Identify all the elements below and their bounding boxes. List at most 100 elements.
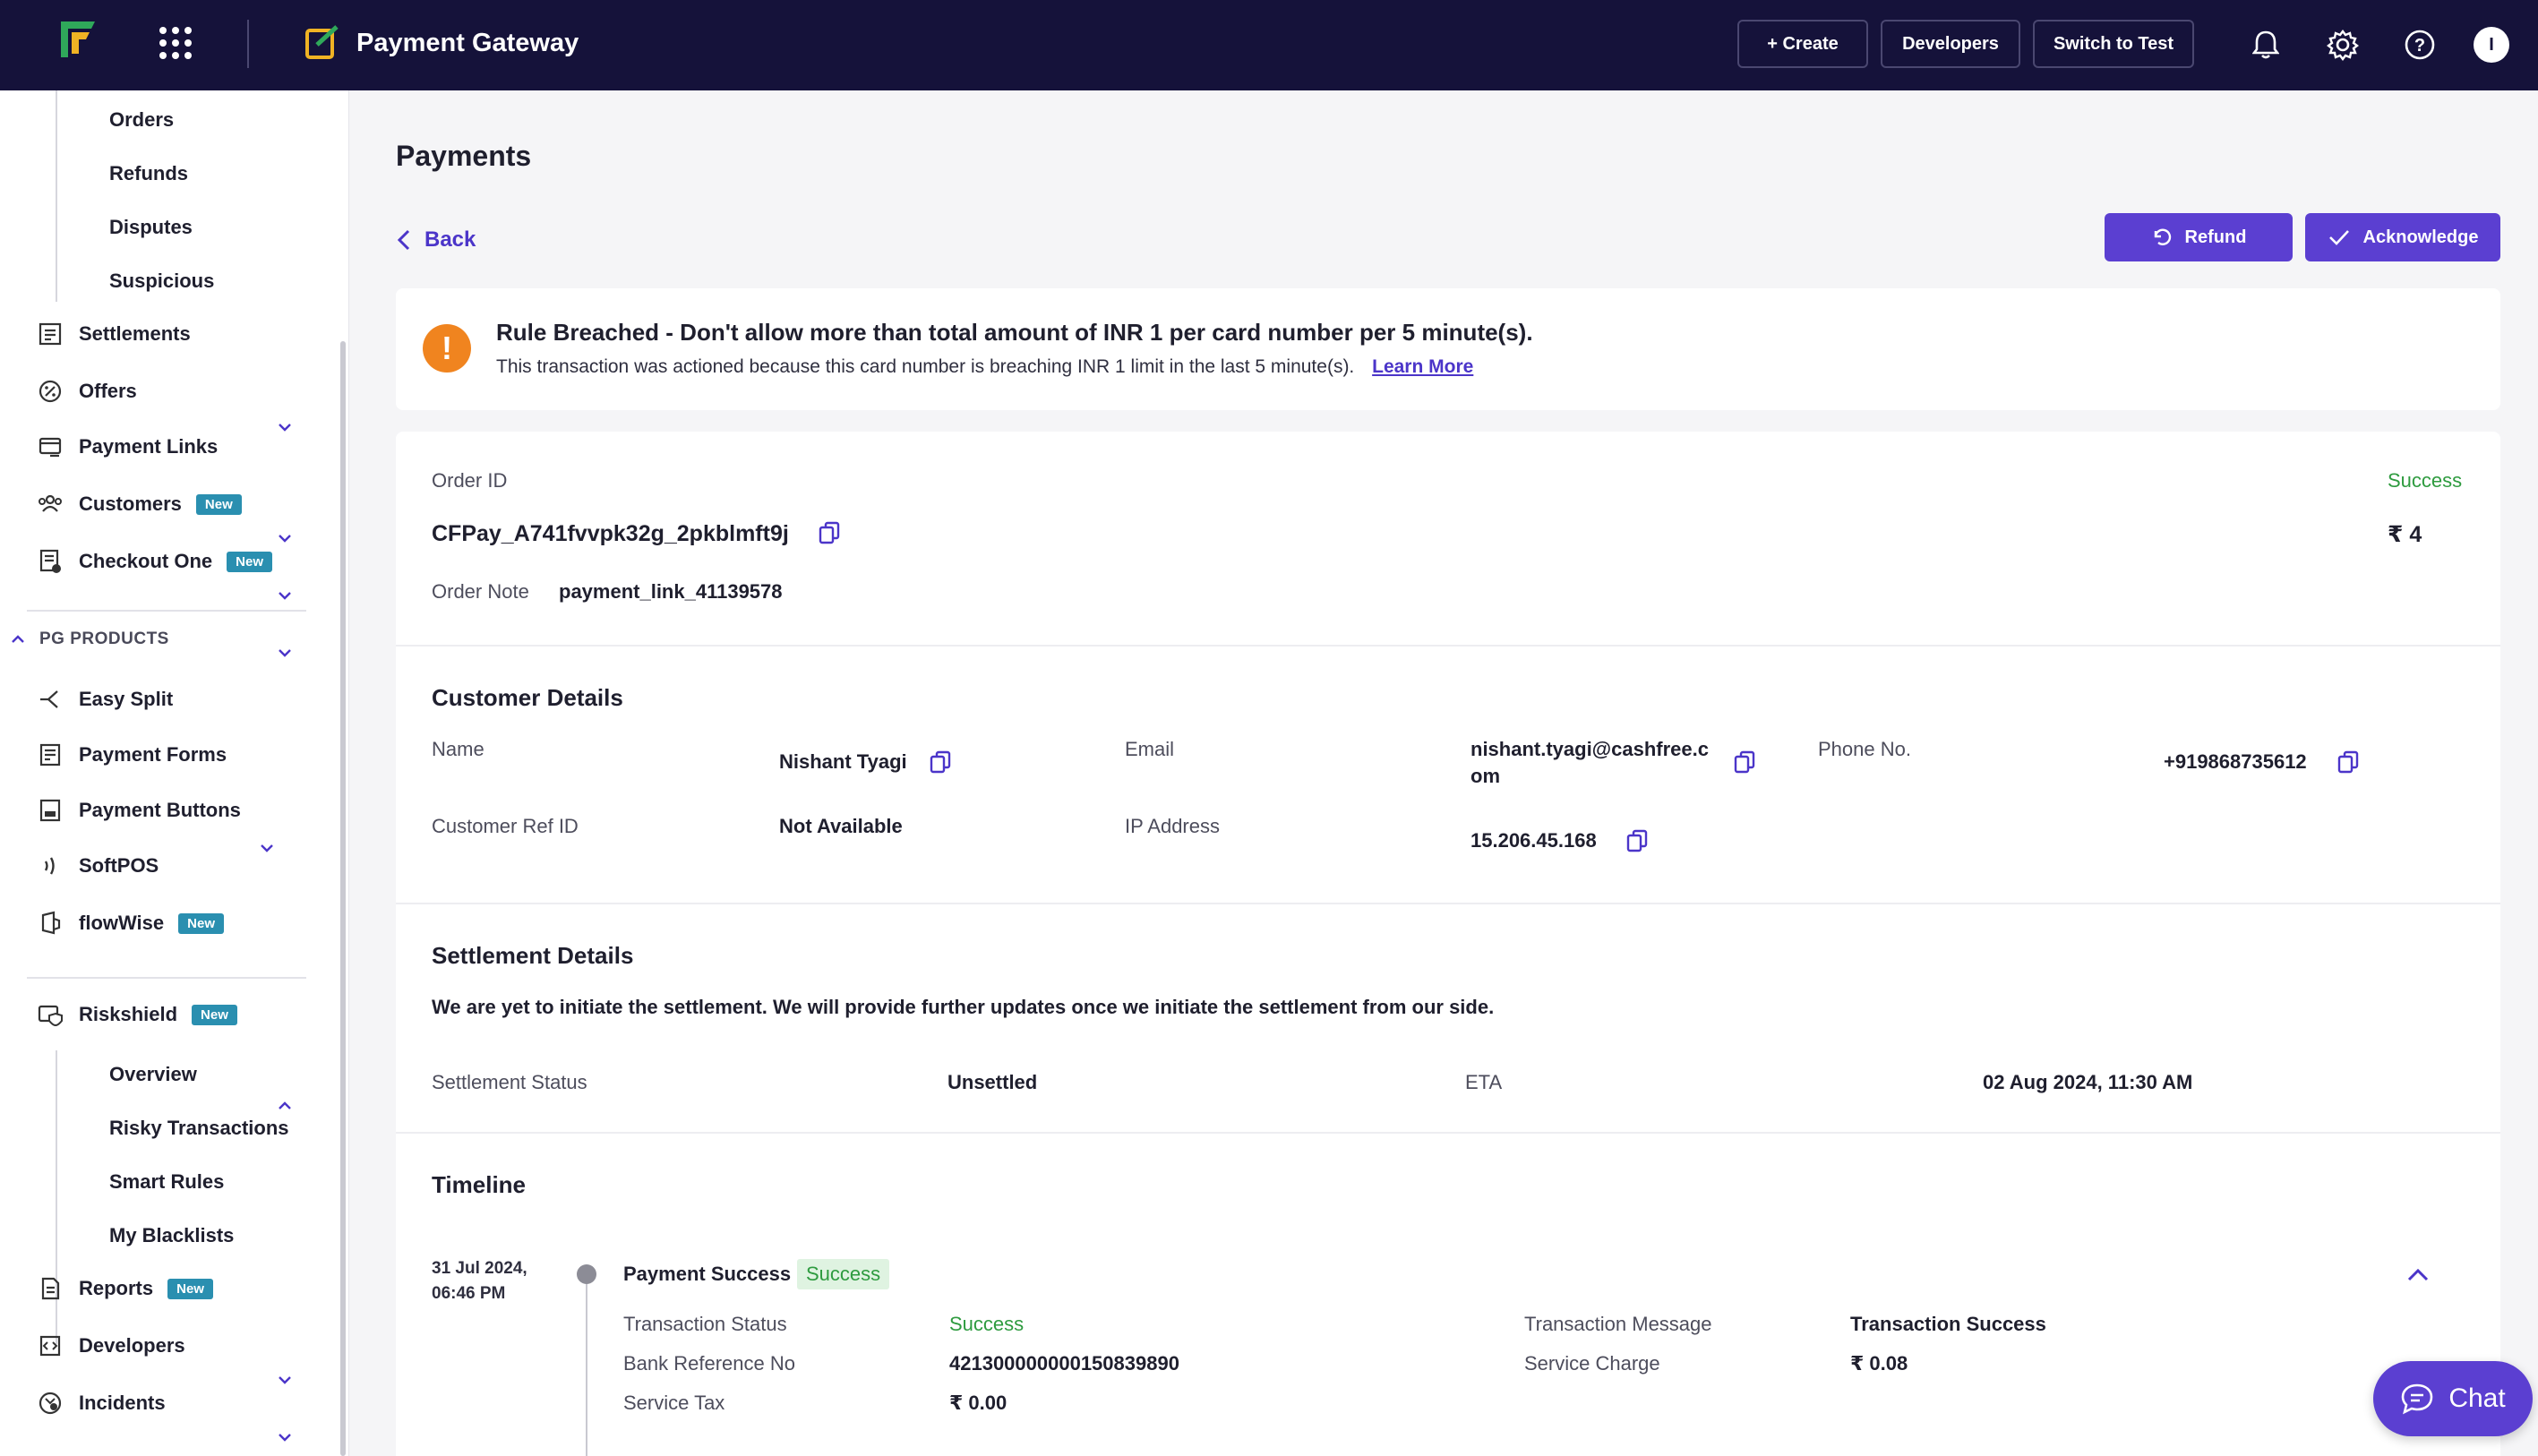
riskshield-icon [36,1000,64,1029]
sidebar-item-label: SoftPOS [79,854,159,877]
flowwise-icon [36,909,64,938]
pg-products-section[interactable]: PG PRODUCTS [9,630,169,649]
order-status: Success [2388,469,2463,492]
form-icon [36,741,64,769]
sidebar-item-label: Easy Split [79,688,174,710]
chevron-down-icon[interactable] [258,839,276,857]
switch-to-test-button[interactable]: Switch to Test [2033,20,2194,68]
copy-icon[interactable] [930,750,951,774]
sidebar-item-incidents[interactable]: Incidents [36,1389,166,1417]
buttons-icon [36,796,64,825]
learn-more-link[interactable]: Learn More [1372,356,1474,377]
svg-text:?: ? [2414,36,2425,56]
chevron-down-icon[interactable] [276,418,294,436]
avatar[interactable]: I [2474,27,2509,63]
sidebar-item-softpos[interactable]: SoftPOS [36,852,159,880]
customer-ref-label: Customer Ref ID [432,815,579,837]
developers-icon [36,1332,64,1360]
timeline-event: Payment Success [623,1263,792,1285]
sidebar-item-customers[interactable]: Customers New [36,490,242,518]
offers-icon [36,377,64,406]
chevron-down-icon[interactable] [276,587,294,604]
sidebar-item-orders[interactable]: Orders [109,108,175,131]
chevron-up-icon[interactable] [276,1097,294,1115]
section-divider [396,1132,2500,1134]
sidebar-item-label: Incidents [79,1392,166,1414]
refund-label: Refund [2184,227,2247,247]
sidebar-item-riskshield[interactable]: Riskshield New [36,1000,237,1029]
sidebar-item-disputes[interactable]: Disputes [109,216,193,238]
new-badge: New [178,912,224,934]
sidebar-item-label: Offers [79,380,137,402]
create-button[interactable]: + Create [1737,20,1868,68]
email-value-line1: nishant.tyagi@cashfree.c [1470,738,1709,760]
timeline-dot [577,1264,596,1284]
sidebar-item-my-blacklists[interactable]: My Blacklists [109,1224,235,1246]
gear-icon[interactable] [2323,25,2362,64]
copy-icon[interactable] [819,521,840,544]
sidebar-item-label: Payment Links [79,435,219,458]
ip-value: 15.206.45.168 [1470,829,1597,852]
bell-icon[interactable] [2246,25,2285,64]
chevron-down-icon[interactable] [276,644,294,662]
developers-button[interactable]: Developers [1881,20,2020,68]
sidebar-item-refunds[interactable]: Refunds [109,162,188,184]
order-amount: ₹ 4 [2388,522,2422,547]
help-icon[interactable]: ? [2400,25,2439,64]
acknowledge-button[interactable]: Acknowledge [2305,213,2500,261]
chevron-up-icon[interactable] [2405,1266,2431,1284]
sidebar-item-label: Checkout One [79,550,213,572]
submenu-line [56,1050,57,1344]
ip-label: IP Address [1125,815,1220,837]
copy-icon[interactable] [2337,750,2359,774]
sidebar-item-risky-transactions[interactable]: Risky Transactions [109,1117,289,1139]
txn-status-value: Success [949,1313,1025,1335]
sidebar-item-label: Reports [79,1277,154,1299]
customers-icon [36,490,64,518]
sidebar-item-payment-forms[interactable]: Payment Forms [36,741,227,769]
product-switcher[interactable]: Payment Gateway [304,25,579,61]
cashfree-logo[interactable] [56,18,99,61]
txn-status-label: Transaction Status [623,1313,787,1335]
copy-icon[interactable] [1626,829,1648,852]
chevron-down-icon[interactable] [276,529,294,547]
chevron-down-icon[interactable] [276,1428,294,1446]
submenu-line [56,90,57,302]
copy-icon[interactable] [1734,750,1755,774]
back-link[interactable]: Back [396,227,476,253]
sidebar-item-suspicious[interactable]: Suspicious [109,270,215,292]
chat-icon [2402,1383,2433,1415]
sidebar-item-label: Payment Buttons [79,799,241,821]
sidebar-item-smart-rules[interactable]: Smart Rules [109,1170,225,1193]
sidebar-scrollbar[interactable] [340,341,346,1456]
page-title: Payments [396,140,532,172]
warning-icon: ! [423,324,471,373]
settlement-status-label: Settlement Status [432,1071,587,1093]
sidebar-item-payment-buttons[interactable]: Payment Buttons [36,796,241,825]
phone-label: Phone No. [1818,738,1911,760]
sidebar-item-offers[interactable]: Offers [36,377,137,406]
sidebar-item-settlements[interactable]: Settlements [36,320,191,348]
sidebar-item-checkout-one[interactable]: Checkout One New [36,547,272,576]
sidebar-item-overview[interactable]: Overview [109,1063,197,1085]
txn-message-value: Transaction Success [1850,1313,2046,1335]
back-label: Back [424,227,476,252]
payment-gateway-icon [305,25,339,59]
sidebar-item-label: Settlements [79,322,191,345]
sidebar-item-flowwise[interactable]: flowWise New [36,909,224,938]
refund-button[interactable]: Refund [2105,213,2293,261]
chevron-down-icon[interactable] [276,1371,294,1389]
check-icon [2328,230,2349,245]
sidebar-item-reports[interactable]: Reports New [36,1274,213,1303]
name-value: Nishant Tyagi [779,750,907,773]
sidebar-item-payment-links[interactable]: Payment Links [36,433,218,461]
order-id-label: Order ID [432,469,508,492]
sidebar-item-easy-split[interactable]: Easy Split [36,685,173,714]
apps-grid-icon[interactable] [159,27,192,59]
sidebar-item-developers[interactable]: Developers [36,1332,185,1360]
alert-description: This transaction was actioned because th… [496,356,1473,378]
eta-value: 02 Aug 2024, 11:30 AM [1983,1071,2193,1093]
chat-button[interactable]: Chat [2373,1361,2533,1436]
product-title: Payment Gateway [356,28,579,57]
timeline-status-badge: Success [797,1259,890,1289]
